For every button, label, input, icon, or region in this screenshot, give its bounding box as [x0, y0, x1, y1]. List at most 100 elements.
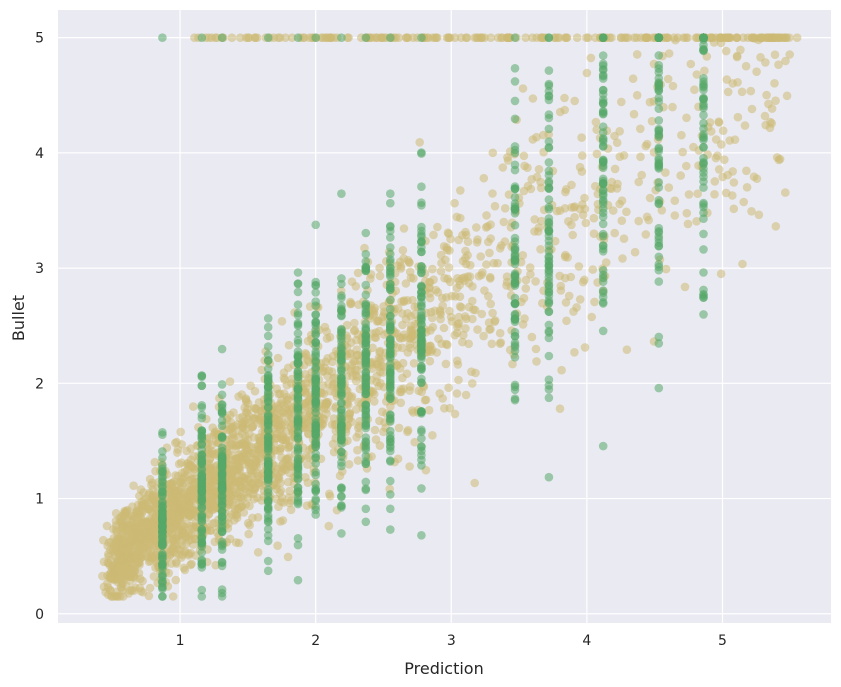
tan-point: [117, 511, 127, 521]
green-point: [544, 472, 554, 482]
tan-point: [230, 481, 239, 491]
tan-point: [749, 172, 759, 181]
tan-point: [145, 583, 155, 593]
tan-point: [519, 151, 529, 161]
green-point: [417, 247, 426, 257]
green-point: [263, 392, 273, 401]
green-point: [263, 342, 273, 351]
green-point: [217, 344, 227, 354]
tan-point: [303, 460, 312, 469]
green-point: [361, 485, 371, 495]
green-point: [311, 385, 321, 394]
green-point: [263, 462, 273, 472]
tan-point: [488, 189, 497, 198]
tan-point: [420, 395, 430, 405]
tan-point: [190, 468, 200, 478]
tan-point: [180, 565, 190, 575]
tan-point: [747, 207, 756, 216]
tan-point: [485, 325, 494, 334]
tan-point: [405, 462, 414, 471]
tan-point: [428, 313, 437, 323]
tan-point: [642, 212, 652, 222]
green-point: [544, 253, 554, 262]
tan-point: [622, 345, 632, 355]
green-point: [217, 501, 227, 511]
green-point: [293, 33, 303, 42]
green-point: [654, 78, 664, 87]
green-point: [293, 336, 303, 345]
green-point: [510, 395, 520, 405]
green-point: [263, 524, 273, 534]
tan-point: [570, 348, 579, 357]
green-point: [699, 74, 708, 83]
green-point: [311, 220, 321, 230]
green-point: [311, 301, 321, 311]
green-point: [544, 291, 554, 300]
green-point: [510, 184, 520, 194]
tan-point: [454, 375, 463, 385]
green-point: [197, 478, 207, 487]
tan-point: [206, 464, 215, 474]
tan-point: [370, 425, 380, 435]
green-point: [386, 392, 395, 401]
green-point: [699, 101, 708, 111]
tan-point: [578, 277, 588, 287]
green-point: [699, 80, 708, 89]
tan-point: [608, 206, 618, 215]
tan-point: [664, 183, 674, 192]
tan-point: [628, 74, 638, 83]
tan-point: [555, 107, 565, 117]
tan-point: [645, 97, 655, 107]
tan-point: [119, 536, 129, 545]
green-point: [263, 410, 273, 420]
green-point: [337, 501, 346, 510]
tan-point: [746, 86, 756, 96]
tan-point: [277, 317, 287, 326]
green-point: [217, 526, 227, 536]
tan-point: [167, 559, 176, 568]
tan-point: [785, 50, 794, 59]
green-point: [654, 277, 664, 286]
green-point: [158, 576, 167, 586]
tan-point: [146, 506, 155, 515]
tan-point: [456, 186, 465, 195]
tan-point: [301, 473, 310, 482]
green-point: [311, 392, 321, 402]
green-point: [337, 529, 346, 538]
tan-point: [444, 263, 454, 272]
tan-point: [582, 68, 592, 78]
tan-point: [682, 208, 692, 218]
tan-point: [531, 344, 541, 354]
green-point: [337, 328, 346, 337]
tan-point: [321, 33, 330, 42]
green-point: [337, 391, 346, 400]
tan-point: [176, 427, 185, 437]
tan-point: [129, 481, 138, 491]
green-point: [699, 183, 708, 192]
tan-point: [187, 535, 197, 544]
tan-point: [764, 99, 773, 109]
green-point: [598, 219, 608, 229]
green-point: [654, 155, 664, 165]
tan-point: [283, 552, 293, 562]
tan-point: [532, 357, 541, 366]
green-point: [386, 304, 395, 314]
tan-point: [728, 167, 737, 176]
tan-point: [353, 445, 362, 455]
green-point: [544, 393, 554, 403]
green-point: [293, 498, 303, 507]
tan-point: [225, 377, 235, 386]
green-point: [263, 433, 273, 443]
tan-point: [737, 87, 747, 97]
tan-point: [521, 33, 530, 42]
tan-point: [447, 291, 457, 301]
tan-point: [739, 197, 748, 207]
green-point: [263, 485, 273, 495]
green-point: [263, 447, 273, 456]
tan-point: [503, 156, 513, 165]
green-point: [654, 339, 664, 348]
tan-point: [378, 368, 388, 377]
green-point: [361, 459, 371, 469]
tan-point: [284, 340, 294, 350]
green-point: [217, 470, 227, 480]
